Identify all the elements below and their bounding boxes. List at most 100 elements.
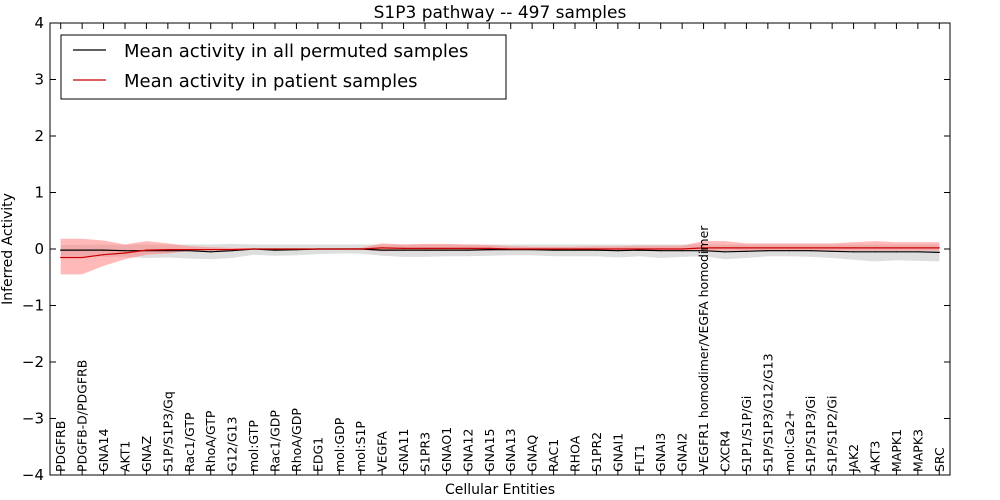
point-series-1-6 bbox=[188, 249, 190, 251]
x-tick-label: GNAZ bbox=[139, 436, 154, 472]
point-series-1-25 bbox=[595, 248, 598, 250]
point-series-1-22 bbox=[531, 248, 533, 250]
point-series-1-41 bbox=[938, 247, 940, 249]
point-series-0-3 bbox=[124, 250, 126, 252]
point-series-1-20 bbox=[488, 247, 490, 249]
y-tick-label: −4 bbox=[22, 466, 44, 484]
point-series-0-18 bbox=[445, 249, 447, 251]
x-tick-label: GNA14 bbox=[96, 428, 111, 472]
x-tick-label: RhoA/GDP bbox=[289, 408, 304, 472]
point-series-1-4 bbox=[145, 249, 147, 251]
y-tick-label: 0 bbox=[34, 240, 44, 258]
x-tick-label: G12/G13 bbox=[225, 417, 240, 472]
point-series-1-12 bbox=[317, 248, 319, 250]
x-tick-label: GNA12 bbox=[460, 429, 475, 473]
x-tick-label: S1P/S1P3/G12/G13 bbox=[760, 353, 775, 472]
point-series-0-6 bbox=[188, 250, 190, 252]
point-series-1-5 bbox=[167, 249, 169, 251]
y-tick-label: −3 bbox=[22, 410, 44, 428]
x-tick-label: S1PR3 bbox=[418, 432, 433, 472]
point-series-1-10 bbox=[274, 248, 276, 250]
point-series-1-23 bbox=[553, 248, 555, 250]
x-tick-label: GNAI2 bbox=[675, 433, 690, 472]
point-series-0-16 bbox=[403, 249, 405, 251]
x-tick-label: GNA15 bbox=[482, 429, 497, 473]
x-tick-label: mol:S1P bbox=[353, 421, 368, 472]
x-axis: PDGFRB PDGFB-D/PDGFRB GNA14 AKT1 GNAZ S1P/S1P… bbox=[53, 23, 947, 475]
y-tick-label: −1 bbox=[22, 297, 44, 315]
point-series-1-31 bbox=[724, 247, 726, 249]
point-series-1-40 bbox=[917, 247, 919, 249]
point-series-1-27 bbox=[638, 248, 640, 250]
line-series-0 bbox=[60, 248, 940, 253]
point-series-1-33 bbox=[767, 247, 769, 249]
point-series-1-2 bbox=[103, 254, 105, 256]
point-series-0-30 bbox=[703, 250, 705, 252]
x-tick-label: VEGFA bbox=[375, 431, 390, 472]
point-series-1-28 bbox=[660, 248, 662, 250]
y-axis: 4 3 2 1 0 −1 −2 −3 −4 bbox=[22, 14, 950, 484]
x-tick-label: RHOA bbox=[568, 435, 583, 472]
point-series-1-29 bbox=[681, 248, 683, 250]
point-series-1-15 bbox=[381, 247, 383, 249]
point-series-0-37 bbox=[853, 251, 855, 253]
x-tick-label: PDGFRB bbox=[53, 421, 68, 472]
point-series-0-41 bbox=[938, 251, 940, 253]
point-series-0-38 bbox=[874, 251, 876, 253]
point-series-0-8 bbox=[231, 250, 233, 252]
y-tick-label: 3 bbox=[34, 71, 44, 89]
point-series-0-39 bbox=[895, 251, 898, 253]
x-tick-label: Rac1/GDP bbox=[268, 410, 283, 472]
x-tick-label: RhoA/GTP bbox=[203, 410, 218, 472]
x-tick-label: RAC1 bbox=[546, 439, 561, 472]
legend-box bbox=[60, 34, 507, 100]
point-series-1-0 bbox=[60, 256, 62, 259]
point-series-0-33 bbox=[767, 250, 769, 252]
point-series-1-14 bbox=[360, 248, 362, 250]
point-series-1-1 bbox=[81, 256, 83, 259]
point-series-0-2 bbox=[103, 249, 105, 251]
point-series-1-39 bbox=[895, 247, 898, 249]
point-series-1-8 bbox=[231, 249, 233, 251]
point-series-0-23 bbox=[553, 249, 555, 251]
point-series-1-7 bbox=[210, 249, 212, 251]
point-series-0-27 bbox=[638, 249, 640, 251]
point-series-0-15 bbox=[381, 249, 383, 251]
y-tick-label: −2 bbox=[22, 353, 44, 371]
x-tick-label: MAPK3 bbox=[910, 429, 925, 472]
x-tick-label: GNA13 bbox=[503, 428, 518, 472]
point-series-1-30 bbox=[703, 247, 705, 249]
point-series-1-26 bbox=[617, 248, 619, 250]
point-series-1-21 bbox=[510, 248, 512, 250]
point-series-1-13 bbox=[338, 248, 340, 250]
point-series-1-38 bbox=[874, 247, 876, 249]
legend-label-permuted: Mean activity in all permuted samples bbox=[124, 41, 468, 62]
point-series-0-34 bbox=[788, 250, 790, 252]
point-series-1-18 bbox=[445, 247, 447, 249]
point-series-1-11 bbox=[295, 248, 297, 250]
x-tick-label: EDG1 bbox=[310, 437, 325, 472]
point-series-1-35 bbox=[810, 247, 812, 249]
point-series-0-5 bbox=[167, 250, 169, 252]
y-tick-label: 2 bbox=[34, 127, 44, 145]
point-series-1-24 bbox=[574, 248, 576, 250]
y-tick-label: 4 bbox=[34, 14, 44, 32]
x-tick-label: S1P/S1P3/Gi bbox=[803, 396, 818, 472]
x-tick-label: S1PR2 bbox=[589, 432, 604, 472]
point-series-0-25 bbox=[595, 249, 598, 251]
x-tick-label: MAPK1 bbox=[889, 429, 904, 472]
point-series-0-10 bbox=[274, 249, 276, 251]
x-tick-label: AKT3 bbox=[868, 441, 883, 472]
x-tick-label: GNAI1 bbox=[610, 433, 625, 472]
point-series-1-19 bbox=[467, 247, 469, 249]
point-series-0-36 bbox=[831, 250, 833, 252]
point-series-0-19 bbox=[467, 249, 469, 251]
point-series-1-16 bbox=[403, 247, 405, 249]
x-tick-label: VEGFR1 homodimer/VEGFA homodimer bbox=[696, 225, 711, 472]
x-tick-label: FLT1 bbox=[632, 444, 647, 472]
legend: Mean activity in all permuted samples Me… bbox=[60, 34, 507, 100]
point-series-1-32 bbox=[745, 247, 748, 249]
x-tick-label: Rac1/GTP bbox=[182, 412, 197, 472]
point-series-0-0 bbox=[60, 249, 62, 251]
x-tick-label: mol:GTP bbox=[246, 420, 261, 472]
